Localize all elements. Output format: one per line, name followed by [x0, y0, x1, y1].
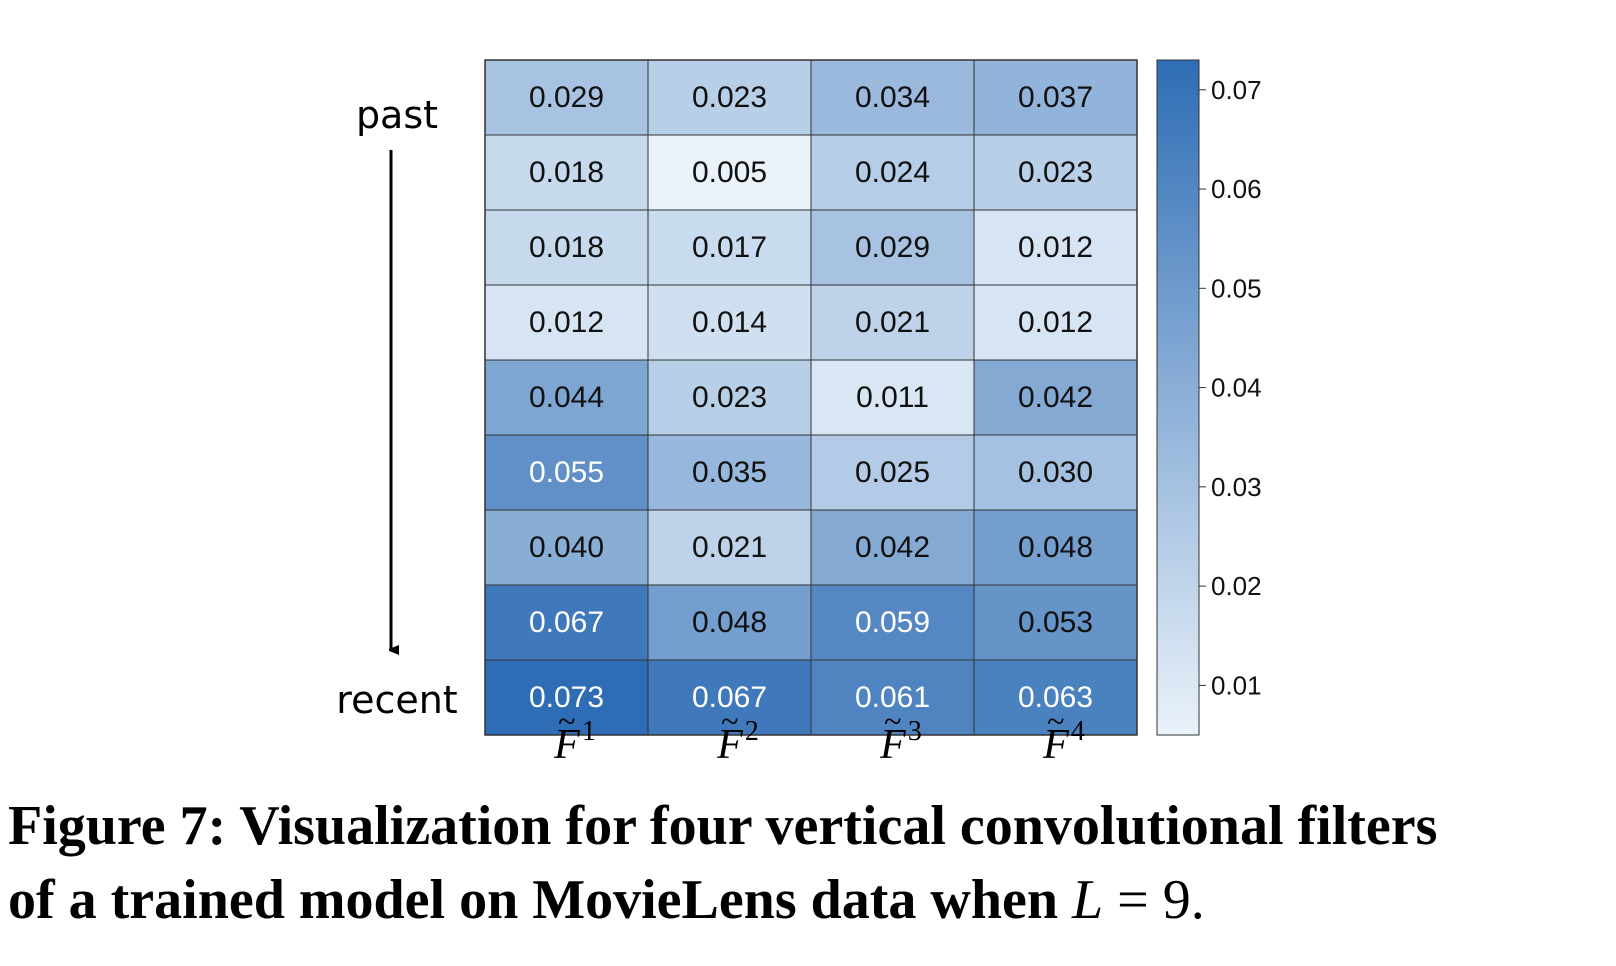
heatmap-cell-r4-c2	[647, 284, 812, 361]
heatmap-value-label: 0.023	[1018, 156, 1093, 189]
colorbar-tick-label: 0.05	[1211, 273, 1262, 303]
heatmap-cell-r4-c3	[810, 284, 975, 361]
heatmap-value-label: 0.059	[855, 606, 930, 639]
heatmap-value-label: 0.012	[529, 306, 604, 339]
heatmap-value-label: 0.042	[855, 531, 930, 564]
heatmap-value-label: 0.048	[692, 606, 767, 639]
heatmap-border	[484, 59, 1138, 736]
heatmap-cell-r6-c1	[484, 434, 649, 511]
heatmap-cell-r6-c3	[810, 434, 975, 511]
heatmap-value-label: 0.042	[1018, 381, 1093, 414]
colorbar-tick-label: 0.03	[1211, 472, 1262, 502]
heatmap-cell-r6-c4	[973, 434, 1138, 511]
colorbar-tick-label: 0.04	[1211, 373, 1262, 403]
heatmap-value-label: 0.053	[1018, 606, 1093, 639]
heatmap-value-label: 0.030	[1018, 456, 1093, 489]
heatmap-value-label: 0.012	[1018, 306, 1093, 339]
heatmap-cell-r2-c2	[647, 134, 812, 211]
heatmap-value-label: 0.029	[855, 231, 930, 264]
heatmap-value-label: 0.029	[529, 81, 604, 114]
figure-caption-line-1: Figure 7: Visualization for four vertica…	[8, 795, 1438, 857]
heatmap-cells: 0.029 0.023 0.034 0.037 0.018 0.005 0.024 0.023…	[484, 59, 1138, 736]
heatmap-cell-r1-c3	[810, 59, 975, 136]
heatmap-value-label: 0.035	[692, 456, 767, 489]
heatmap-cell-r8-c4	[973, 584, 1138, 661]
colorbar-tick-label: 0.06	[1211, 174, 1262, 204]
heatmap-value-label: 0.055	[529, 456, 604, 489]
colorbar-gradient	[1156, 59, 1200, 736]
heatmap-cell-r3-c4	[973, 209, 1138, 286]
heatmap-cell-r5-c1	[484, 359, 649, 436]
row-label-recent: recent	[336, 678, 457, 722]
heatmap-cell-r5-c2	[647, 359, 812, 436]
heatmap-cell-r7-c1	[484, 509, 649, 586]
column-label-filter-3: F3	[851, 703, 951, 769]
heatmap-cell-r5-c3	[810, 359, 975, 436]
heatmap-value-label: 0.034	[855, 81, 930, 114]
figure-caption-line-2: of a trained model on MovieLens data whe…	[8, 869, 1205, 931]
heatmap-value-label: 0.017	[692, 231, 767, 264]
heatmap-cell-r2-c3	[810, 134, 975, 211]
heatmap-value-label: 0.040	[529, 531, 604, 564]
heatmap-cell-r2-c1	[484, 134, 649, 211]
heatmap-cell-r2-c4	[973, 134, 1138, 211]
heatmap-value-label: 0.005	[692, 156, 767, 189]
heatmap-value-label: 0.024	[855, 156, 930, 189]
heatmap-value-label: 0.023	[692, 81, 767, 114]
heatmap-value-label: 0.021	[692, 531, 767, 564]
colorbar: 0.01 0.02 0.03 0.04 0.05 0.06 0.07	[1156, 59, 1262, 736]
column-label-filter-4: F4	[1014, 703, 1114, 769]
column-label-filter-2: F2	[688, 703, 788, 769]
heatmap-value-label: 0.018	[529, 156, 604, 189]
heatmap-value-label: 0.048	[1018, 531, 1093, 564]
heatmap-value-label: 0.025	[855, 456, 930, 489]
colorbar-tick-label: 0.02	[1211, 571, 1262, 601]
heatmap-cell-r8-c1	[484, 584, 649, 661]
heatmap-cell-r7-c4	[973, 509, 1138, 586]
heatmap-value-label: 0.044	[529, 381, 604, 414]
heatmap-cell-r4-c4	[973, 284, 1138, 361]
heatmap-value-label: 0.012	[1018, 231, 1093, 264]
row-label-past: past	[356, 93, 438, 137]
time-axis: past recent	[336, 93, 457, 722]
heatmap-value-label: 0.021	[855, 306, 930, 339]
heatmap-value-label: 0.018	[529, 231, 604, 264]
heatmap-cell-r3-c1	[484, 209, 649, 286]
column-label-filter-1: F1	[525, 703, 625, 769]
colorbar-tick-label: 0.07	[1211, 75, 1262, 105]
heatmap-cell-r1-c1	[484, 59, 649, 136]
heatmap-value-label: 0.014	[692, 306, 767, 339]
heatmap-cell-r4-c1	[484, 284, 649, 361]
heatmap-value-label: 0.037	[1018, 81, 1093, 114]
heatmap-value-label: 0.023	[692, 381, 767, 414]
heatmap-cell-r7-c3	[810, 509, 975, 586]
heatmap-cell-r9-c4	[973, 659, 1138, 736]
heatmap-value-label: 0.011	[856, 381, 929, 414]
colorbar-tick-label: 0.01	[1211, 670, 1262, 700]
heatmap-value-label: 0.067	[529, 606, 604, 639]
